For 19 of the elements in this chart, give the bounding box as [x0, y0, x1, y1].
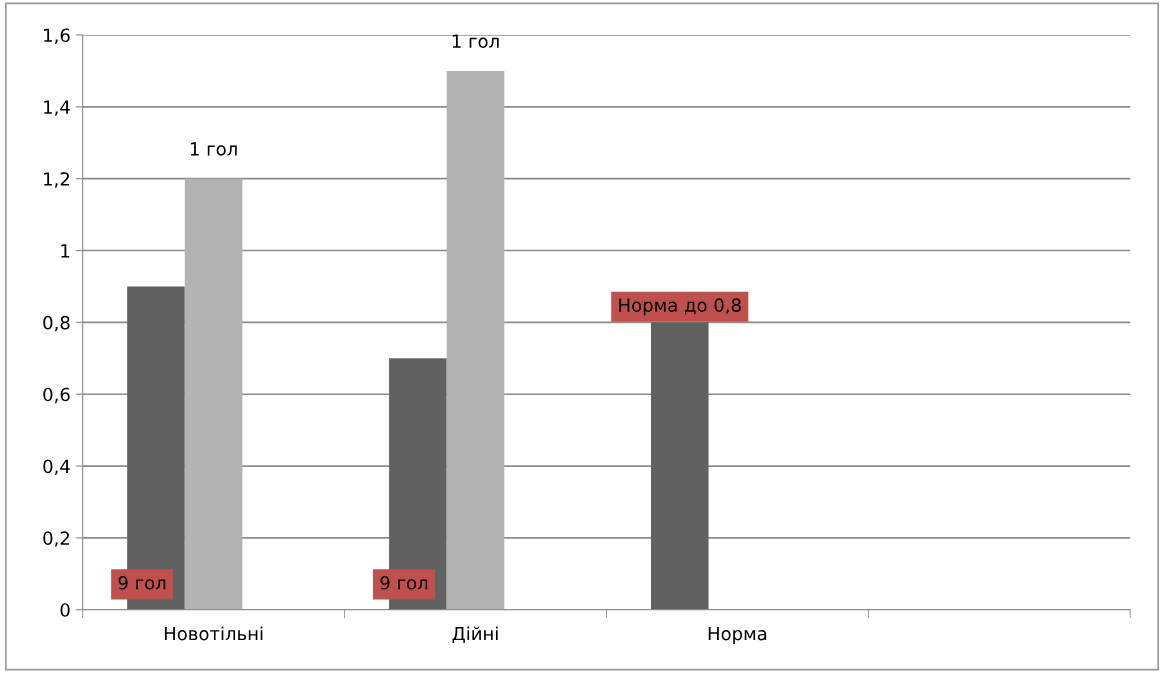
- y-tick-label: 1,2: [44, 172, 70, 188]
- y-tick-label: 0,4: [43, 459, 70, 476]
- bar: [446, 70, 505, 610]
- x-tick-label: Дійні: [452, 626, 498, 643]
- annotation: 1 гол: [190, 142, 237, 156]
- bar: [184, 178, 243, 610]
- annotation: 9 гол: [118, 575, 166, 590]
- annotation: Норма до 0,8: [619, 298, 741, 316]
- y-tick-label: 1: [61, 244, 70, 258]
- annotation: 1 гол: [452, 34, 499, 48]
- x-tick-label: Новотільні: [164, 626, 263, 641]
- y-tick-label: 1,6: [44, 28, 70, 44]
- y-tick-label: 0,2: [43, 531, 70, 547]
- y-tick-label: 0,8: [43, 315, 70, 332]
- y-tick-label: 0,6: [43, 387, 70, 404]
- x-tick-label: Норма: [708, 626, 767, 644]
- y-tick-label: 1,4: [44, 100, 70, 116]
- y-tick-label: 0: [60, 603, 70, 617]
- annotation: 9 гол: [380, 575, 428, 590]
